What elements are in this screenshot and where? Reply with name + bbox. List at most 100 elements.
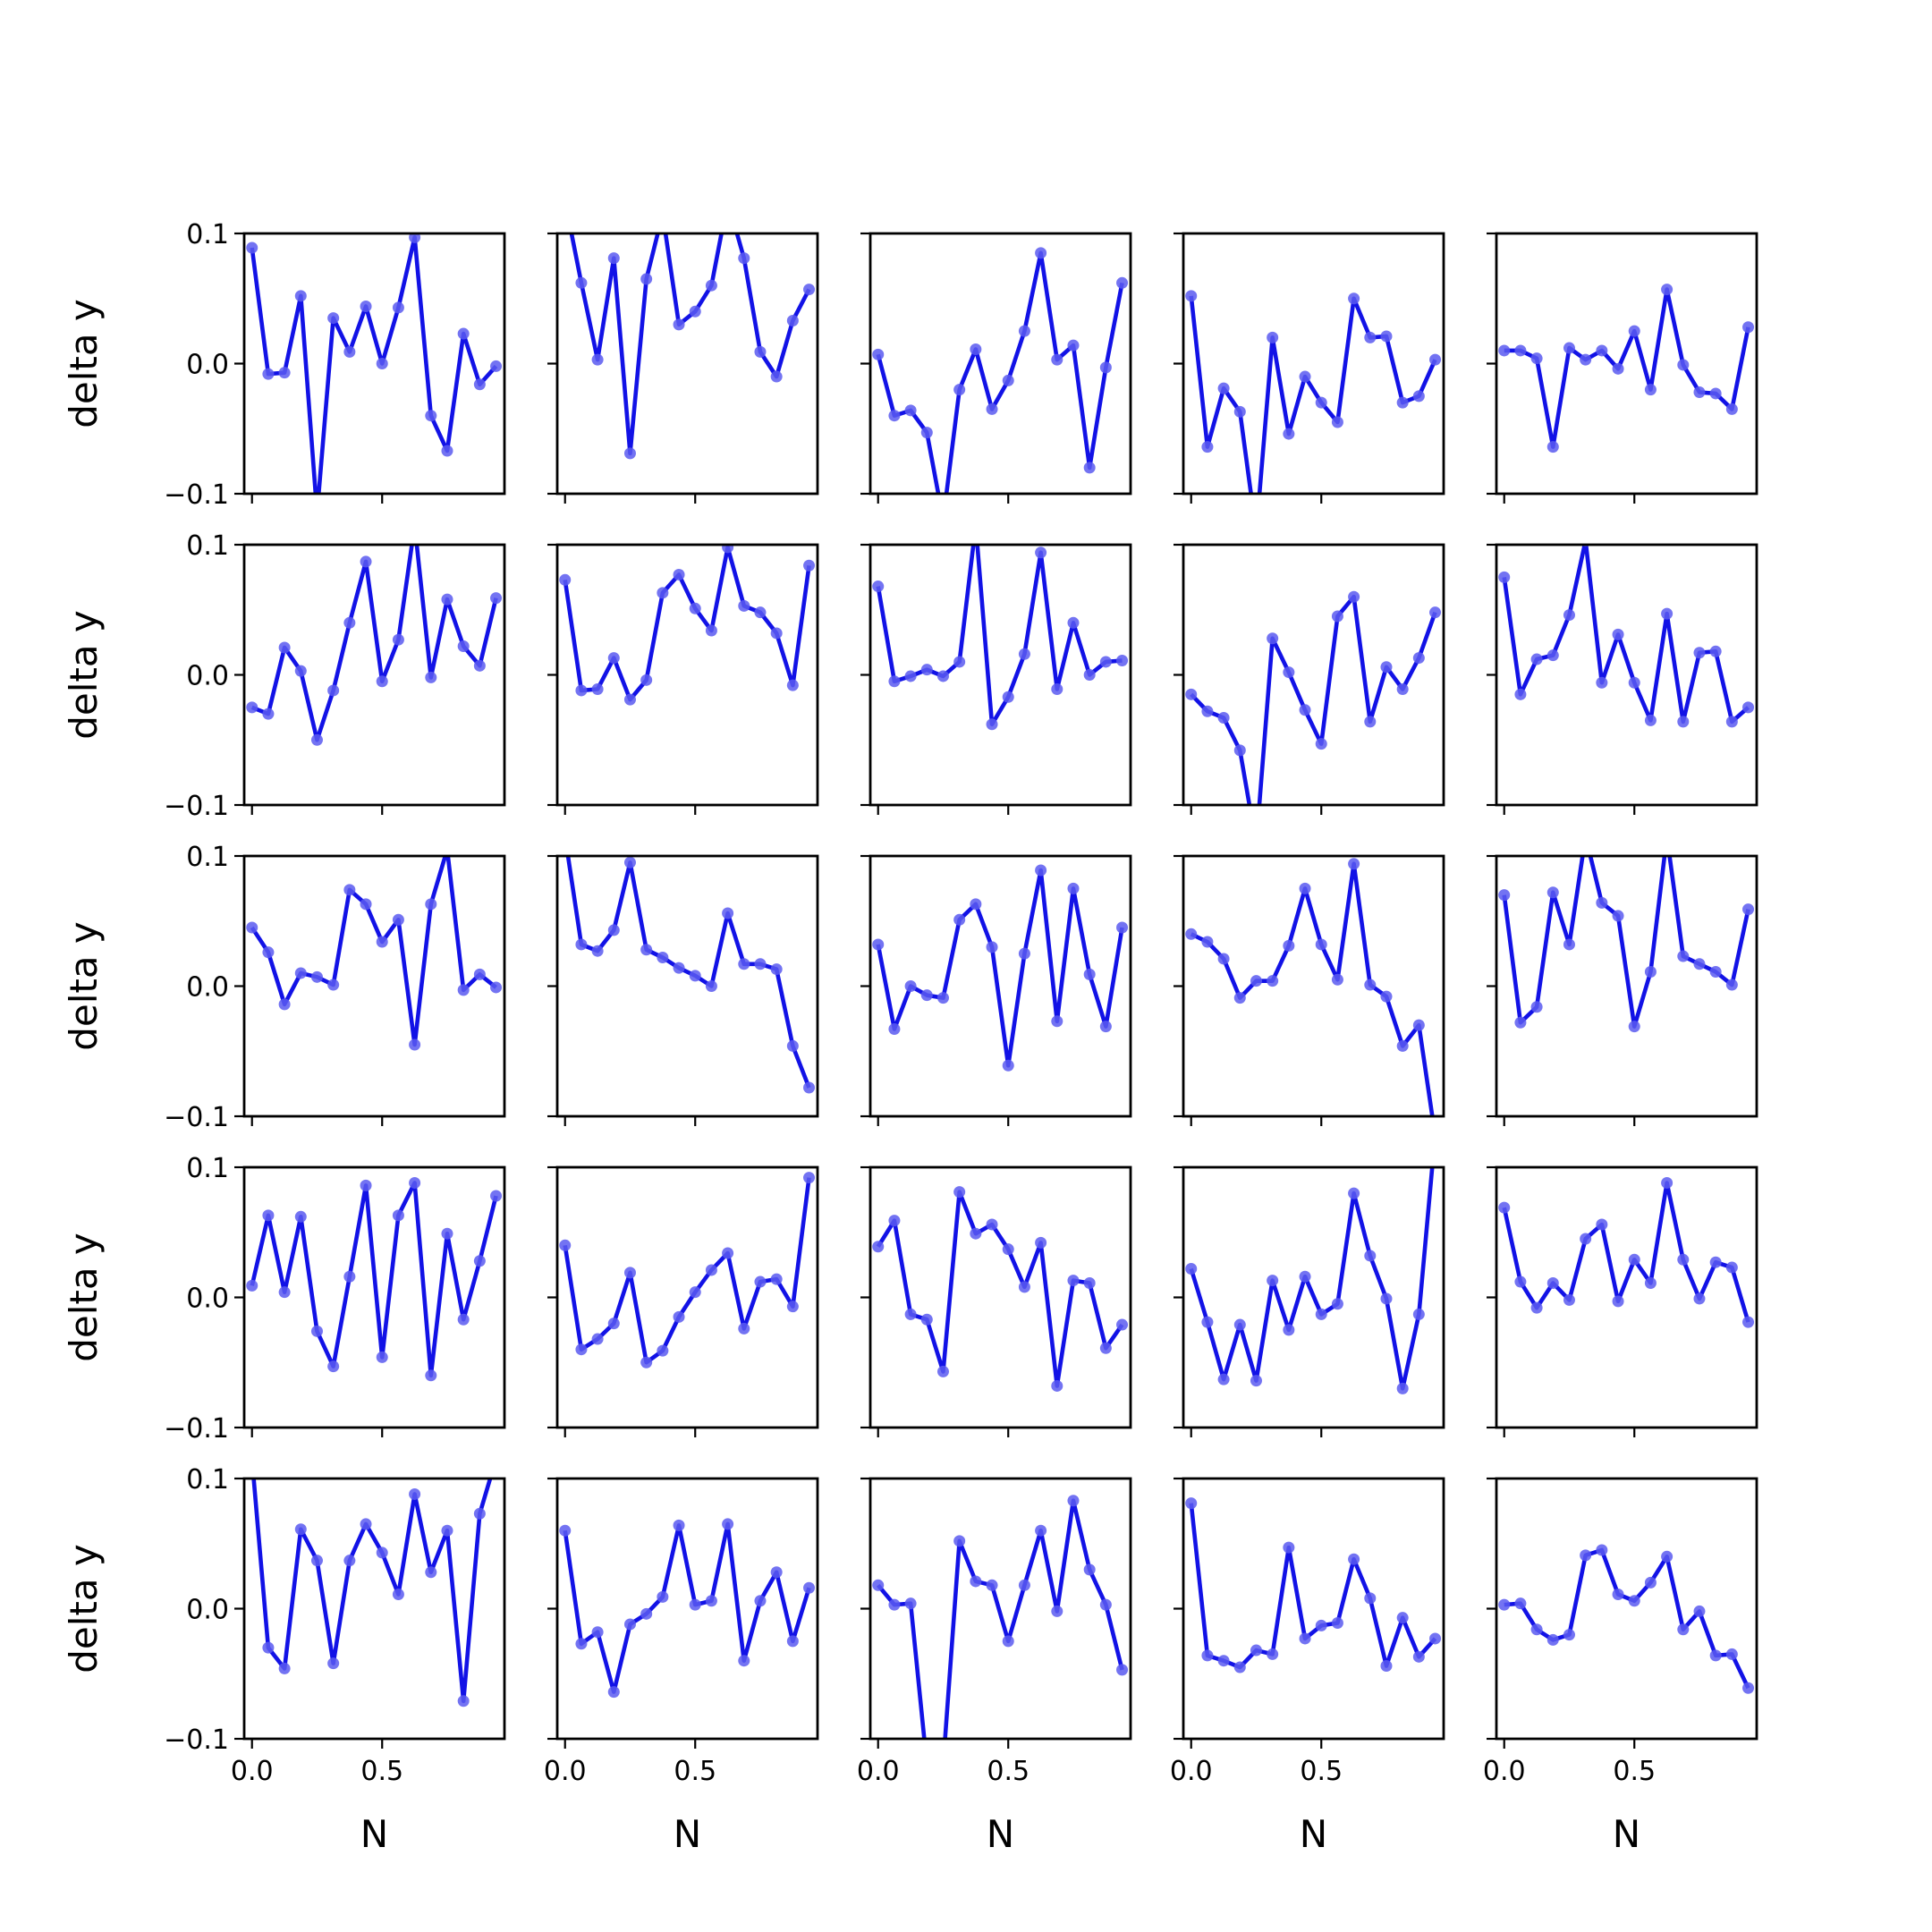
- data-point: [327, 312, 340, 325]
- data-point: [1530, 1001, 1543, 1013]
- data-point: [673, 1310, 685, 1323]
- data-point: [1709, 387, 1722, 400]
- data-point: [1233, 744, 1246, 757]
- data-point: [246, 242, 258, 254]
- subplot-r1-c3: [860, 232, 1132, 504]
- data-point: [294, 1523, 307, 1536]
- series-group: [1185, 858, 1435, 1116]
- data-point: [1498, 571, 1511, 583]
- x-axis-label: N: [674, 1812, 701, 1856]
- data-point: [738, 1322, 750, 1335]
- data-point: [1396, 1039, 1409, 1052]
- data-point: [343, 345, 356, 358]
- data-point: [754, 606, 767, 619]
- x-tick-label: 0.5: [360, 1756, 403, 1787]
- data-point: [591, 945, 604, 957]
- data-point: [457, 1695, 470, 1707]
- data-point: [1331, 1298, 1343, 1310]
- data-point: [425, 671, 437, 683]
- subplot-r4-c5: [1487, 1165, 1758, 1437]
- data-point: [607, 924, 620, 936]
- data-point: [278, 367, 291, 379]
- data-point: [1677, 950, 1690, 962]
- data-point: [1661, 607, 1674, 620]
- data-point: [872, 580, 885, 593]
- data-point: [1002, 374, 1014, 386]
- data-point: [1725, 716, 1738, 728]
- data-point: [1067, 616, 1080, 629]
- data-point: [803, 1581, 816, 1594]
- data-point: [1035, 864, 1047, 877]
- data-point: [343, 884, 356, 896]
- data-point: [1083, 462, 1096, 474]
- data-point: [657, 951, 669, 963]
- data-point: [1283, 666, 1295, 679]
- data-point: [1412, 390, 1425, 402]
- series-group: [1498, 1544, 1755, 1694]
- series-group: [246, 233, 503, 494]
- x-tick-label: 0.5: [674, 1756, 716, 1787]
- series-line: [876, 545, 1123, 727]
- data-point: [327, 1657, 340, 1670]
- data-point: [986, 1579, 998, 1591]
- data-point: [1380, 661, 1393, 674]
- data-point: [673, 962, 685, 974]
- data-point: [904, 1308, 917, 1320]
- data-point: [1051, 1379, 1063, 1392]
- data-point: [591, 1333, 604, 1345]
- y-tick-label: 0.0: [186, 661, 229, 692]
- data-point: [1018, 648, 1030, 660]
- data-point: [1742, 1682, 1755, 1694]
- series-line: [250, 545, 498, 742]
- y-tick-label: 0.1: [186, 1464, 229, 1496]
- data-point: [343, 1270, 356, 1283]
- data-point: [904, 1597, 917, 1610]
- y-tick-label: 0.0: [186, 1284, 229, 1315]
- y-tick-label: 0.0: [186, 1595, 229, 1626]
- data-point: [1233, 1661, 1246, 1674]
- y-tick-label: −0.1: [164, 1413, 229, 1445]
- subplot-r4-c1: −0.1 0.0 0.1 delta y: [62, 1153, 506, 1445]
- data-point: [953, 384, 966, 396]
- data-point: [1018, 947, 1030, 960]
- series-group: [872, 545, 1129, 731]
- data-point: [1661, 1550, 1674, 1563]
- data-point: [1693, 1292, 1706, 1305]
- data-point: [1083, 669, 1096, 681]
- data-point: [1083, 1563, 1096, 1576]
- data-point: [343, 1555, 356, 1567]
- data-point: [872, 348, 885, 360]
- data-point: [246, 701, 258, 714]
- series-group: [1185, 590, 1442, 805]
- data-point: [888, 410, 901, 422]
- data-point: [1315, 738, 1327, 750]
- subplot-r1-c2: [547, 232, 819, 504]
- data-point: [376, 1351, 388, 1363]
- data-point: [689, 305, 701, 318]
- series-group: [251, 1479, 493, 1707]
- data-point: [689, 970, 701, 982]
- data-point: [473, 968, 486, 980]
- data-point: [327, 684, 340, 697]
- data-point: [1331, 1617, 1343, 1630]
- y-tick-label: 0.0: [186, 972, 229, 1004]
- data-point: [803, 1081, 816, 1094]
- data-point: [392, 633, 404, 646]
- data-point: [1018, 325, 1030, 337]
- data-point: [360, 555, 372, 568]
- series-line: [563, 1521, 811, 1694]
- data-point: [1709, 965, 1722, 978]
- data-point: [770, 963, 783, 976]
- data-point: [409, 1487, 421, 1500]
- subplot-r2-c5: [1487, 543, 1758, 815]
- data-point: [376, 358, 388, 369]
- data-point: [607, 252, 620, 265]
- data-point: [705, 279, 717, 292]
- data-point: [722, 1518, 734, 1530]
- data-point: [1530, 1623, 1543, 1636]
- data-point: [1002, 691, 1014, 703]
- series-group: [1498, 856, 1755, 1033]
